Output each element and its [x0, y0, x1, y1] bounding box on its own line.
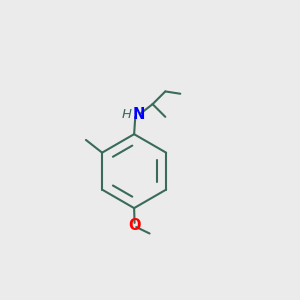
Text: O: O [128, 218, 141, 233]
Text: N: N [133, 106, 145, 122]
Text: H: H [122, 108, 131, 121]
